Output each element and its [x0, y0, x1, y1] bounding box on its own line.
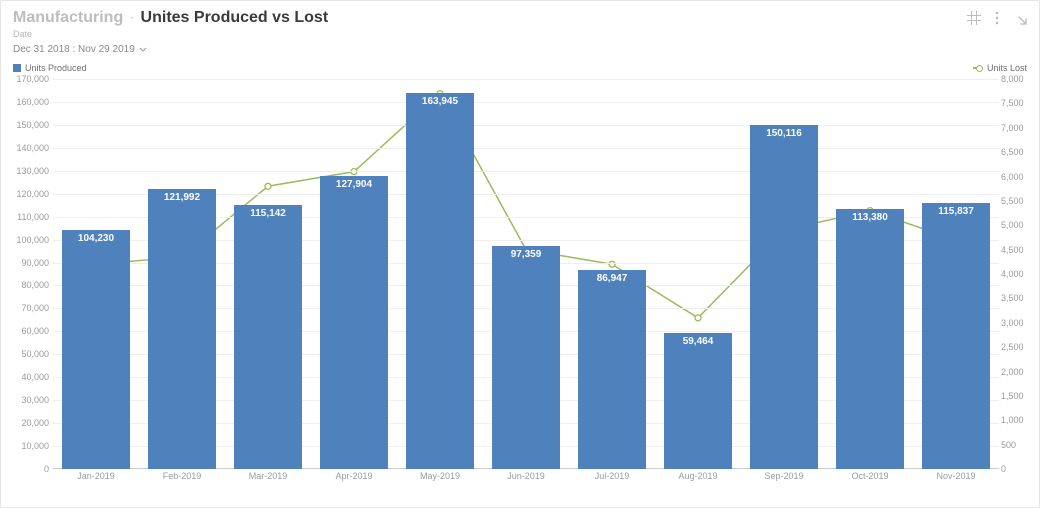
bar[interactable]: 115,837	[922, 203, 989, 469]
y-left-tick: 40,000	[13, 372, 49, 382]
y-right-tick: 5,500	[1001, 196, 1027, 206]
y-left-tick: 120,000	[13, 189, 49, 199]
y-left-tick: 0	[13, 464, 49, 474]
x-tick-label: Aug-2019	[678, 471, 717, 481]
y-right-tick: 3,500	[1001, 293, 1027, 303]
y-left-tick: 150,000	[13, 120, 49, 130]
bar-value-label: 150,116	[750, 128, 817, 139]
x-axis: Jan-2019 Feb-2019 Mar-2019 Apr-2019 May-2019…	[53, 469, 999, 483]
y-right-tick: 1,500	[1001, 391, 1027, 401]
y-right-tick: 7,000	[1001, 123, 1027, 133]
bar[interactable]: 127,904	[320, 176, 387, 469]
bar[interactable]: 59,464	[664, 333, 731, 469]
x-tick-label: Oct-2019	[851, 471, 888, 481]
x-tick-label: Feb-2019	[163, 471, 202, 481]
bar-value-label: 127,904	[320, 179, 387, 190]
x-tick-label: May-2019	[420, 471, 460, 481]
bar-value-label: 113,380	[836, 212, 903, 223]
page-title: Unites Produced vs Lost	[141, 9, 329, 27]
legend: Units Produced Units Lost	[13, 63, 1027, 77]
y-left-tick: 110,000	[13, 212, 49, 222]
bar-value-label: 104,230	[62, 233, 129, 244]
grid-line	[53, 79, 999, 80]
y-left-tick: 20,000	[13, 418, 49, 428]
bar-value-label: 163,945	[406, 96, 473, 107]
bar[interactable]: 150,116	[750, 125, 817, 469]
y-right-tick: 2,500	[1001, 342, 1027, 352]
line-marker[interactable]	[265, 183, 271, 189]
breadcrumb[interactable]: Manufacturing	[13, 9, 123, 27]
y-right-tick: 4,000	[1001, 269, 1027, 279]
y-right-tick: 500	[1001, 440, 1027, 450]
chevron-down-icon	[139, 46, 147, 54]
y-left-tick: 70,000	[13, 303, 49, 313]
x-tick-label: Mar-2019	[249, 471, 288, 481]
bar[interactable]: 121,992	[148, 189, 215, 469]
grid-line	[53, 148, 999, 149]
legend-swatch-bar	[13, 64, 21, 72]
bar-value-label: 97,359	[492, 249, 559, 260]
y-right-tick: 3,000	[1001, 318, 1027, 328]
grid-icon[interactable]	[967, 11, 981, 25]
legend-item-lost[interactable]: Units Lost	[973, 63, 1027, 73]
plot-area: Jan-2019 Feb-2019 Mar-2019 Apr-2019 May-2019…	[13, 79, 1027, 483]
x-tick-label: Jul-2019	[595, 471, 630, 481]
y-left-tick: 90,000	[13, 258, 49, 268]
x-tick-label: Sep-2019	[764, 471, 803, 481]
y-right-tick: 7,500	[1001, 98, 1027, 108]
bar[interactable]: 86,947	[578, 270, 645, 469]
y-left-tick: 50,000	[13, 349, 49, 359]
grid-line	[53, 125, 999, 126]
breadcrumb-separator: ·	[129, 9, 134, 27]
legend-swatch-line	[973, 67, 983, 69]
bar-value-label: 115,142	[234, 208, 301, 219]
y-left-tick: 10,000	[13, 441, 49, 451]
header-actions	[967, 11, 1027, 25]
y-right-tick: 4,500	[1001, 245, 1027, 255]
chart-card: Manufacturing · Unites Produced vs Lost …	[0, 0, 1040, 508]
legend-item-produced[interactable]: Units Produced	[13, 63, 87, 73]
bar-value-label: 59,464	[664, 336, 731, 347]
bar[interactable]: 97,359	[492, 246, 559, 469]
x-tick-label: Nov-2019	[936, 471, 975, 481]
bar[interactable]: 115,142	[234, 205, 301, 469]
y-right-tick: 1,000	[1001, 415, 1027, 425]
date-label: Date	[13, 29, 1027, 39]
bar[interactable]: 104,230	[62, 230, 129, 469]
line-marker[interactable]	[695, 315, 701, 321]
y-right-tick: 8,000	[1001, 74, 1027, 84]
y-right-tick: 6,000	[1001, 172, 1027, 182]
date-range-text: Dec 31 2018 : Nov 29 2019	[13, 44, 135, 55]
grid-line	[53, 171, 999, 172]
y-left-tick: 100,000	[13, 235, 49, 245]
bar[interactable]: 113,380	[836, 209, 903, 469]
y-left-tick: 60,000	[13, 326, 49, 336]
date-filter: Date Dec 31 2018 : Nov 29 2019	[1, 27, 1039, 57]
legend-label-lost: Units Lost	[987, 63, 1027, 73]
more-icon[interactable]	[995, 11, 999, 25]
plot: Jan-2019Feb-2019Mar-2019Apr-2019May-2019…	[53, 79, 999, 469]
y-left-tick: 170,000	[13, 74, 49, 84]
y-right-tick: 5,000	[1001, 220, 1027, 230]
grid-line	[53, 102, 999, 103]
bar-value-label: 115,837	[922, 206, 989, 217]
header: Manufacturing · Unites Produced vs Lost	[1, 1, 1039, 27]
expand-icon[interactable]	[1013, 11, 1027, 25]
bar-value-label: 86,947	[578, 273, 645, 284]
date-range-picker[interactable]: Dec 31 2018 : Nov 29 2019	[13, 44, 147, 55]
legend-label-produced: Units Produced	[25, 63, 87, 73]
y-left-tick: 80,000	[13, 280, 49, 290]
y-right-tick: 2,000	[1001, 367, 1027, 377]
y-left-tick: 140,000	[13, 143, 49, 153]
y-left-tick: 30,000	[13, 395, 49, 405]
y-left-tick: 160,000	[13, 97, 49, 107]
x-tick-label: Jun-2019	[507, 471, 545, 481]
x-tick-label: Apr-2019	[335, 471, 372, 481]
y-left-tick: 130,000	[13, 166, 49, 176]
y-right-tick: 6,500	[1001, 147, 1027, 157]
bar-value-label: 121,992	[148, 192, 215, 203]
bar[interactable]: 163,945	[406, 93, 473, 469]
x-tick-label: Jan-2019	[77, 471, 115, 481]
y-right-tick: 0	[1001, 464, 1027, 474]
